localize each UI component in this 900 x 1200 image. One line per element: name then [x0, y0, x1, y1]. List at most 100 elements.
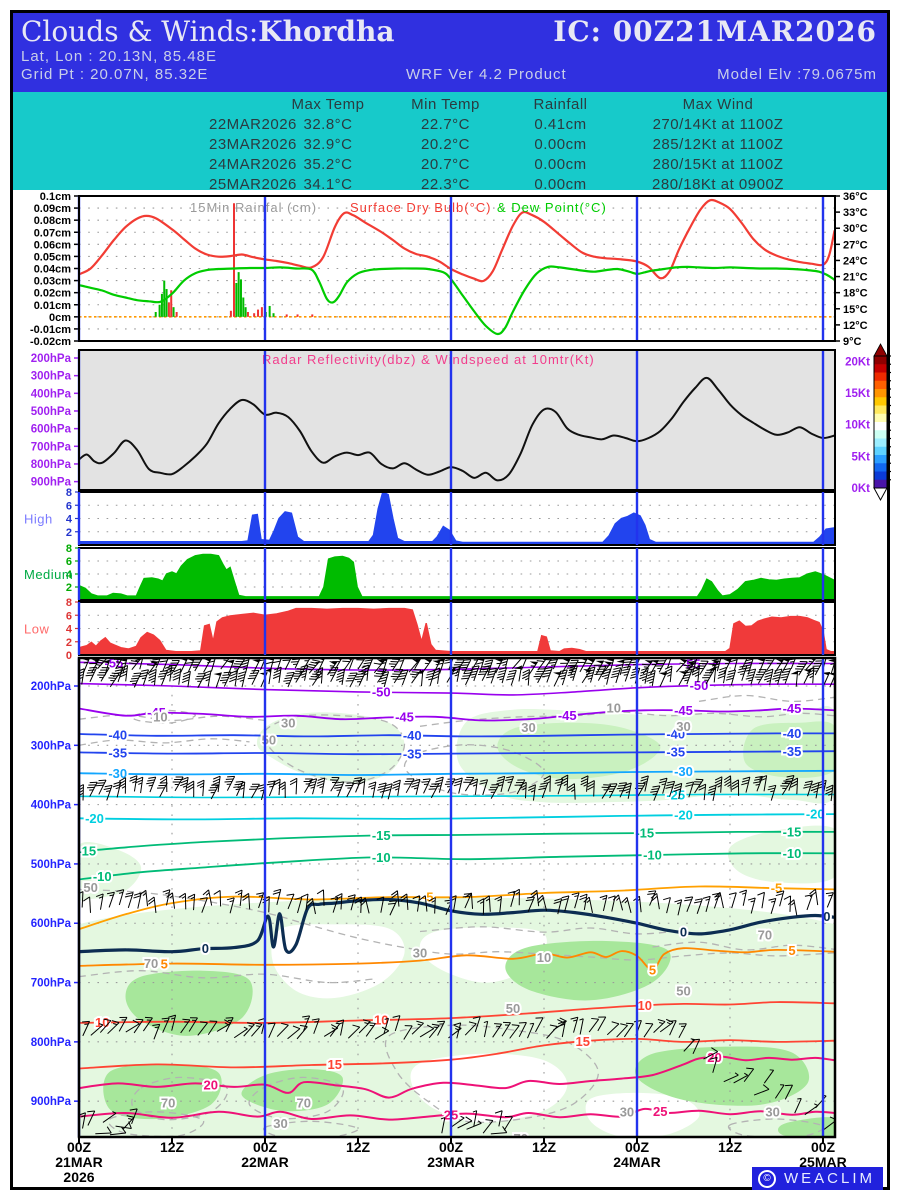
svg-text:27°C: 27°C	[843, 239, 868, 251]
table-cell: 22.3°C	[420, 176, 471, 193]
svg-text:10: 10	[374, 1012, 388, 1027]
svg-text:-45: -45	[558, 708, 577, 723]
svg-text:-10: -10	[372, 850, 391, 865]
svg-text:21MAR: 21MAR	[55, 1154, 102, 1170]
svg-text:-10: -10	[93, 869, 112, 884]
svg-text:Radar Reflectivity(dbz) & Wind: Radar Reflectivity(dbz) & Windspeed at 1…	[262, 352, 595, 367]
table-cell: 35.2°C	[303, 156, 353, 173]
table-cell: 23MAR2026	[209, 136, 297, 153]
latlon-label: Lat, Lon : 20.13N, 85.48E	[21, 48, 217, 65]
svg-text:200hPa: 200hPa	[31, 353, 72, 365]
table-cell: 0.41cm	[534, 116, 587, 133]
svg-text:-35: -35	[108, 745, 127, 760]
svg-text:15°C: 15°C	[843, 304, 868, 316]
svg-text:Surface Dry Bulb(°C): Surface Dry Bulb(°C)	[350, 200, 492, 215]
svg-text:0: 0	[66, 650, 72, 662]
copyright-icon: ©	[758, 1169, 776, 1188]
table-cell	[818, 156, 887, 173]
svg-text:12Z: 12Z	[346, 1139, 371, 1155]
model-elev-label: Model Elv :79.0675m	[717, 66, 877, 83]
svg-text:0.01cm: 0.01cm	[34, 300, 72, 312]
svg-text:0.08cm: 0.08cm	[34, 215, 72, 227]
svg-text:-45: -45	[395, 710, 414, 725]
svg-text:600hPa: 600hPa	[31, 424, 72, 436]
svg-text:-20: -20	[806, 807, 825, 822]
table-cell: 20.7°C	[420, 156, 471, 173]
svg-text:30: 30	[281, 715, 295, 730]
svg-text:-15: -15	[372, 828, 391, 843]
surface-panel: 0.1cm0.09cm0.08cm0.07cm0.06cm0.05cm0.04c…	[30, 191, 868, 348]
table-cell	[818, 96, 887, 113]
svg-text:30: 30	[273, 1116, 287, 1131]
svg-text:24°C: 24°C	[843, 255, 868, 267]
svg-text:700hPa: 700hPa	[31, 441, 72, 453]
svg-text:23MAR: 23MAR	[427, 1154, 474, 1170]
svg-text:800hPa: 800hPa	[31, 1037, 72, 1049]
table-cell: Min Temp	[411, 96, 480, 113]
svg-text:600hPa: 600hPa	[31, 918, 72, 930]
svg-text:6: 6	[66, 500, 72, 512]
svg-text:00Z: 00Z	[811, 1139, 836, 1155]
svg-text:10Kt: 10Kt	[845, 420, 870, 432]
svg-text:500hPa: 500hPa	[31, 406, 72, 418]
svg-text:-0.01cm: -0.01cm	[30, 324, 71, 336]
svg-text:500hPa: 500hPa	[31, 859, 72, 871]
svg-text:-20: -20	[674, 808, 693, 823]
table-cell: 280/18Kt at 0900Z	[652, 176, 784, 193]
table-cell: 22.7°C	[420, 116, 471, 133]
page-title: Clouds & Winds:Khordha	[21, 15, 395, 48]
table-cell: 20.2°C	[420, 136, 471, 153]
svg-text:800hPa: 800hPa	[31, 459, 72, 471]
svg-text:-45: -45	[674, 703, 693, 718]
svg-text:-45: -45	[147, 705, 166, 720]
svg-text:12Z: 12Z	[160, 1139, 185, 1155]
svg-text:2: 2	[66, 527, 72, 539]
table-cell: 285/12Kt at 1100Z	[652, 136, 784, 153]
table-cell: Rainfall	[533, 96, 588, 113]
daily-summary-table: Max Temp Min Temp Rainfall Max Wind 22MAR202…	[13, 92, 887, 193]
svg-text:0.1cm: 0.1cm	[40, 191, 71, 203]
svg-text:& Dew Point(°C): & Dew Point(°C)	[497, 200, 607, 215]
svg-text:-10: -10	[643, 848, 662, 863]
table-cell: 270/14Kt at 1100Z	[652, 116, 784, 133]
table-cell: Max Wind	[682, 96, 754, 113]
svg-text:700hPa: 700hPa	[31, 978, 72, 990]
svg-text:30: 30	[765, 1104, 779, 1119]
svg-text:18°C: 18°C	[843, 288, 868, 300]
svg-text:0.02cm: 0.02cm	[34, 288, 72, 300]
svg-text:15: 15	[328, 1057, 342, 1072]
svg-text:-35: -35	[666, 745, 685, 760]
svg-text:25: 25	[653, 1104, 667, 1119]
svg-text:36°C: 36°C	[843, 191, 868, 203]
svg-text:70: 70	[161, 1095, 175, 1110]
svg-text:-25: -25	[666, 787, 685, 802]
svg-text:4: 4	[66, 569, 73, 581]
svg-text:-10: -10	[783, 846, 802, 861]
svg-text:High: High	[24, 512, 53, 527]
svg-text:Medium: Medium	[24, 567, 73, 582]
brand-label: WEACLIM	[784, 1170, 876, 1187]
table-cell: 280/15Kt at 1100Z	[652, 156, 784, 173]
svg-text:70: 70	[144, 956, 158, 971]
svg-text:0: 0	[202, 941, 209, 956]
cross-section-panel: -55-55-50-50-45-45-45-45-45-40-40-40-40-…	[31, 658, 835, 1137]
table-cell: Max Temp	[291, 96, 365, 113]
svg-text:-35: -35	[783, 744, 802, 759]
gridpt-label: Grid Pt : 20.07N, 85.32E	[21, 66, 209, 83]
svg-text:4: 4	[66, 624, 73, 636]
svg-text:20: 20	[707, 1050, 721, 1065]
weaclim-badge: © WEACLIM	[752, 1167, 883, 1190]
svg-text:10: 10	[537, 950, 551, 965]
svg-text:0Kt: 0Kt	[851, 483, 870, 495]
svg-text:-40: -40	[403, 728, 422, 743]
svg-text:-0.02cm: -0.02cm	[30, 336, 71, 348]
svg-text:30: 30	[620, 1104, 634, 1119]
svg-text:30: 30	[521, 720, 535, 735]
svg-text:-15: -15	[783, 824, 802, 839]
table-cell: 24MAR2026	[209, 156, 297, 173]
svg-text:2: 2	[66, 582, 72, 594]
svg-text:33°C: 33°C	[843, 207, 868, 219]
svg-text:15Kt: 15Kt	[845, 388, 870, 400]
header: Clouds & Winds:Khordha IC: 00Z21MAR2026 …	[13, 13, 887, 92]
